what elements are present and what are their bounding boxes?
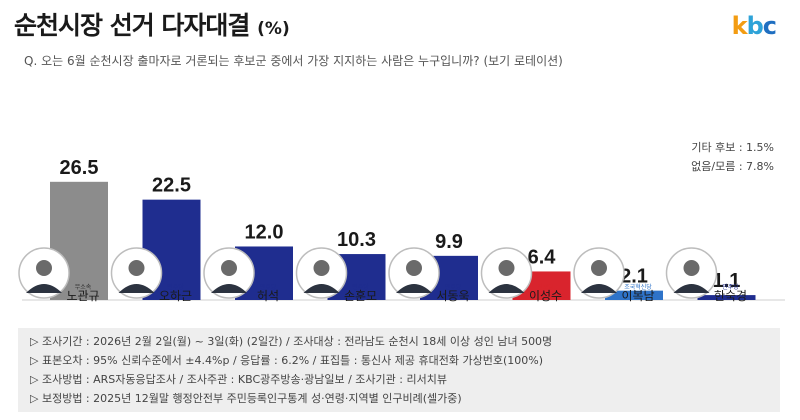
bar-8: [697, 295, 756, 300]
candidate-avatar-body-2: [118, 284, 155, 293]
candidate-avatar-head-4: [313, 260, 330, 276]
note-other-candidates: 기타 후보 : 1.5%: [691, 141, 774, 154]
party-mark-3: 민주당: [260, 283, 277, 291]
candidate-avatar-head-1: [36, 260, 52, 276]
candidate-avatar-body-1: [26, 284, 62, 293]
value-label-4: 10.3: [337, 229, 376, 251]
candidate-name-6: 이성수: [529, 289, 562, 303]
candidate-avatar-body-8: [673, 284, 710, 293]
footer-line-period: ▷ 조사기간 : 2026년 2월 2일(월) ~ 3일(화) (2일간) / …: [30, 335, 553, 348]
kbc-logo: kbc: [731, 12, 777, 40]
party-mark-6: 진보당: [537, 283, 554, 291]
party-mark-1: 무소속: [75, 283, 92, 291]
candidate-avatar-head-6: [498, 260, 515, 276]
bar-7: [605, 290, 663, 300]
party-mark-5: 민주당: [445, 283, 462, 291]
candidate-name-3: 허석: [257, 289, 279, 303]
value-label-7: 2.1: [620, 266, 648, 288]
footer-line-method: ▷ 조사방법 : ARS자동응답조사 / 조사주관 : KBC광주방송·광남일보…: [30, 373, 447, 386]
value-label-2: 22.5: [152, 175, 191, 197]
value-label-8: 1.1: [713, 270, 741, 292]
title-text: 순천시장 선거 다자대결: [14, 11, 250, 40]
candidate-name-5: 서동욱: [436, 289, 469, 303]
party-mark-4: 민주당: [352, 283, 369, 291]
candidate-avatar-head-8: [683, 260, 700, 276]
title-unit: (%): [257, 19, 290, 39]
note-none-unknown: 없음/모름 : 7.8%: [691, 160, 774, 173]
candidate-avatar-head-2: [128, 260, 145, 276]
party-mark-7: 조국혁신당: [624, 283, 652, 291]
candidate-avatar-body-5: [396, 284, 432, 293]
value-label-5: 9.9: [435, 231, 463, 253]
value-label-6: 6.4: [528, 246, 557, 268]
chart-title: 순천시장 선거 다자대결 (%): [14, 6, 290, 42]
footer-line-error: ▷ 표본오차 : 95% 신뢰수준에서 ±4.4%p / 응답률 : 6.2% …: [30, 354, 543, 367]
party-mark-8: 민주당: [722, 283, 739, 291]
candidate-avatar-body-6: [488, 284, 525, 293]
footer-line-weighting: ▷ 보정방법 : 2025년 12월말 행정안전부 주민등록인구통계 성·연령·…: [30, 392, 462, 405]
candidate-avatar-body-3: [211, 284, 247, 293]
value-label-1: 26.5: [60, 157, 99, 179]
candidate-avatar-body-4: [303, 284, 340, 293]
party-mark-2: 민주당: [167, 283, 184, 291]
candidate-name-7: 이복남: [621, 289, 654, 303]
candidate-name-2: 오하근: [159, 289, 192, 303]
candidate-name-8: 한숙경: [714, 289, 747, 303]
candidate-avatar-body-7: [581, 284, 617, 293]
survey-footer: ▷ 조사기간 : 2026년 2월 2일(월) ~ 3일(화) (2일간) / …: [18, 328, 780, 412]
survey-question: Q. 오는 6월 순천시장 출마자로 거론되는 후보군 중에서 가장 지지하는 …: [24, 54, 563, 68]
bar-chart: 26.5무소속노관규22.5민주당오하근12.0민주당허석10.3민주당손훈모9…: [18, 157, 785, 303]
value-label-3: 12.0: [245, 221, 284, 243]
candidate-name-1: 노관규: [66, 289, 99, 303]
candidate-avatar-head-7: [591, 260, 607, 276]
candidate-name-4: 손훈모: [344, 289, 377, 303]
candidate-avatar-head-5: [406, 260, 422, 276]
candidate-avatar-head-3: [221, 260, 237, 276]
side-notes: 기타 후보 : 1.5% 없음/모름 : 7.8%: [691, 138, 774, 176]
